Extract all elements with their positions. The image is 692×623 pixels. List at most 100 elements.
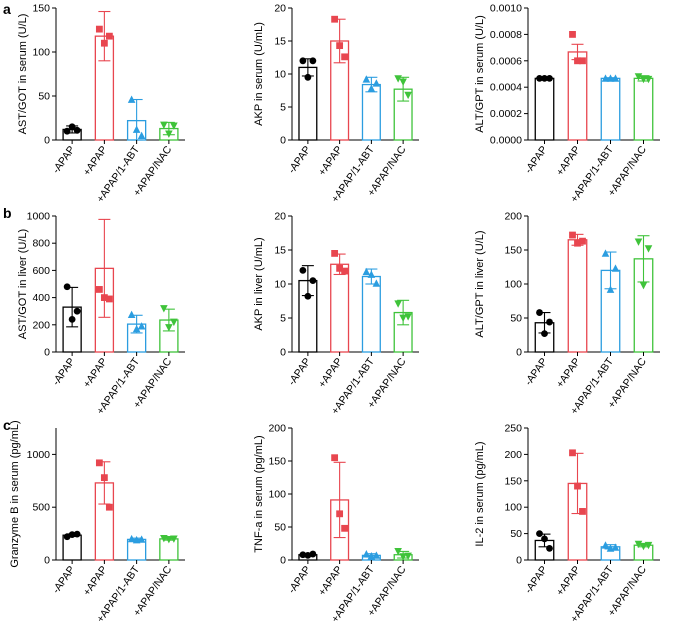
y-tick-label: 0 — [44, 347, 50, 359]
y-tick-label: 0 — [280, 135, 286, 147]
bar — [361, 275, 381, 353]
data-point — [68, 315, 76, 323]
data-point — [404, 91, 412, 100]
x-tick-label: -APAP — [522, 564, 549, 596]
data-point — [331, 250, 339, 257]
data-point — [127, 310, 136, 318]
x-tick-label: +APAP — [554, 356, 583, 390]
y-tick-label: 800 — [32, 238, 50, 250]
data-point — [165, 324, 173, 332]
y-axis-label: AST/GOT in liver (U/L) — [17, 229, 29, 339]
data-point — [574, 57, 581, 65]
y-tick-label: 20 — [274, 3, 286, 15]
y-tick-label: 20 — [274, 211, 286, 223]
x-tick-label: +APAP — [81, 564, 110, 598]
data-point — [546, 318, 553, 326]
y-axis-label: AKP in liver (U/mL) — [253, 237, 265, 330]
x-tick-label: -APAP — [522, 144, 549, 176]
y-tick-label: 100 — [504, 279, 522, 291]
data-point — [299, 551, 307, 559]
y-tick-label: 200 — [268, 423, 286, 435]
panel-letter-a: a — [3, 1, 11, 17]
bar — [361, 83, 381, 141]
bar — [330, 263, 350, 353]
data-point — [367, 84, 376, 92]
data-point — [362, 550, 371, 558]
y-tick-label: 0 — [516, 555, 522, 567]
panel-letter-c: c — [3, 417, 11, 433]
data-point — [299, 57, 307, 65]
x-tick-label: +APAP — [554, 564, 583, 598]
y-tick-label: 0 — [44, 555, 50, 567]
bar — [600, 77, 621, 141]
data-point — [336, 510, 344, 518]
x-tick-label: +APAP — [81, 144, 110, 178]
y-tick-label: 10 — [274, 279, 286, 291]
data-point — [304, 73, 312, 81]
data-point — [634, 540, 643, 549]
data-point — [546, 74, 553, 82]
data-point — [105, 32, 113, 40]
y-tick-label: 0.0010 — [490, 3, 522, 15]
data-point — [95, 286, 103, 293]
data-point — [95, 25, 103, 33]
data-point — [132, 125, 141, 133]
bar — [567, 239, 588, 353]
x-tick-label: -APAP — [50, 564, 77, 596]
y-tick-label: 600 — [32, 265, 50, 277]
bar — [633, 77, 654, 141]
data-point — [170, 318, 178, 327]
data-point — [541, 74, 548, 82]
data-point — [309, 277, 317, 284]
data-point — [132, 324, 141, 333]
data-point — [611, 543, 620, 551]
data-point — [541, 330, 548, 338]
x-tick-label: -APAP — [286, 564, 313, 596]
data-point — [299, 267, 307, 274]
data-point — [137, 322, 146, 330]
data-point — [362, 75, 371, 83]
data-point — [68, 531, 76, 539]
data-point — [105, 503, 113, 511]
bar — [567, 51, 588, 141]
data-point — [341, 524, 349, 532]
data-point — [63, 283, 71, 291]
data-point — [372, 79, 381, 87]
data-point — [394, 75, 402, 83]
chart-6: 0 50 100 150 200 ALT/GPT in liver (U/L) -APAP +… — [474, 211, 660, 417]
data-point — [536, 309, 543, 316]
y-axis-label: ALT/GPT in serum (U/L) — [474, 15, 486, 133]
data-point — [95, 459, 103, 467]
data-point — [100, 294, 108, 301]
data-point — [601, 249, 610, 257]
data-point — [127, 95, 136, 103]
y-tick-label: 150 — [268, 456, 286, 468]
data-point — [309, 57, 317, 65]
data-point — [170, 122, 178, 130]
x-tick-label: -APAP — [522, 356, 549, 388]
data-point — [639, 75, 648, 84]
chart-3: 0.0000 0.0002 0.0004 0.0006 0.0008 0.0010 ALT/… — [474, 3, 660, 205]
y-axis-label: IL-2 in serum (pg/mL) — [474, 441, 486, 546]
chart-9: 0 50 100 150 200 250 IL-2 in serum (pg/mL) -APA… — [474, 423, 660, 623]
y-tick-label: 15 — [274, 245, 286, 257]
data-point — [304, 292, 312, 300]
y-tick-label: 100 — [32, 47, 50, 59]
y-tick-label: 150 — [504, 245, 522, 257]
y-tick-label: 0.0006 — [490, 55, 522, 67]
y-tick-label: 0 — [280, 555, 286, 567]
chart-7: 0 500 1000 Granzyme B in serum (pg/mL) -APAP… — [9, 420, 185, 623]
y-tick-label: 15 — [274, 36, 286, 48]
y-tick-label: 0.0004 — [490, 82, 522, 94]
data-point — [100, 39, 108, 47]
data-point — [574, 239, 581, 247]
data-point — [634, 73, 643, 81]
y-tick-label: 150 — [32, 3, 50, 15]
x-tick-label: +APAP — [554, 144, 583, 178]
data-point — [644, 245, 653, 253]
data-point — [574, 482, 581, 490]
data-point — [372, 551, 381, 559]
y-tick-label: 5 — [280, 102, 286, 114]
